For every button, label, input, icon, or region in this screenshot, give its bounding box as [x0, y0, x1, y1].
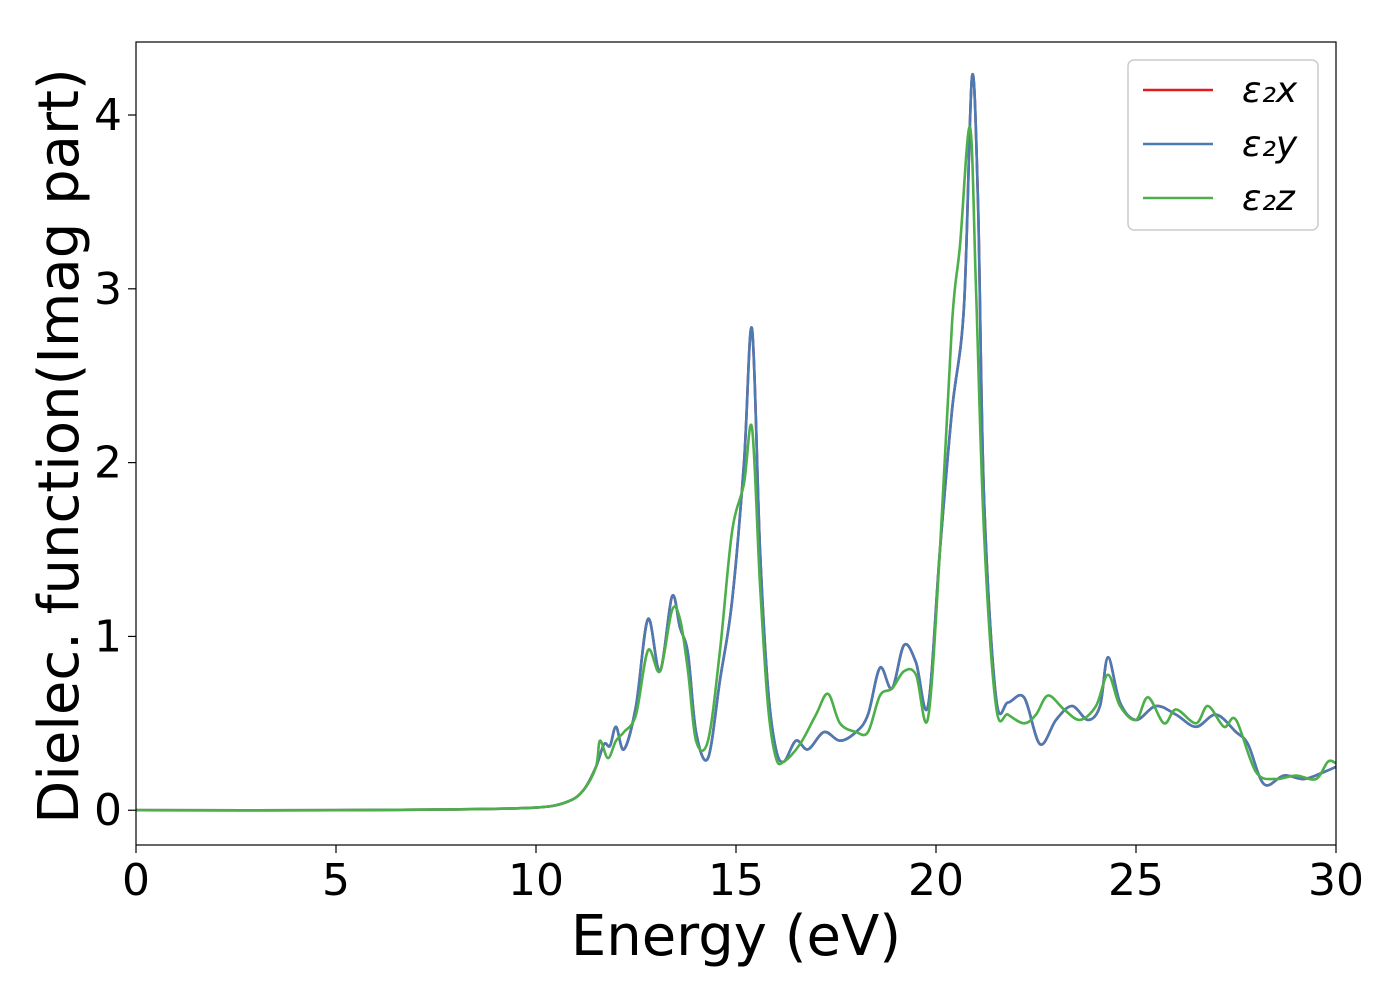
y-tick-label: 3 — [94, 264, 122, 315]
legend-label-3: ε₂z — [1242, 178, 1296, 219]
series-line-3 — [136, 125, 1336, 812]
series-line-2 — [136, 73, 1336, 812]
y-axis-title: Dielec. function(Imag part) — [27, 68, 92, 824]
legend-label-1: ε₂x — [1242, 70, 1298, 111]
x-axis: 0 5 10 15 20 25 30 — [122, 845, 1364, 906]
x-tick-label: 30 — [1308, 855, 1364, 906]
series-layer — [136, 73, 1336, 812]
legend-box — [1127, 59, 1319, 231]
x-tick-label: 25 — [1108, 855, 1164, 906]
y-axis: 0 1 2 3 4 — [94, 90, 136, 836]
y-tick-label: 4 — [94, 90, 122, 141]
x-tick-label: 20 — [908, 855, 964, 906]
y-tick-label: 0 — [94, 785, 122, 836]
y-tick-label: 2 — [94, 438, 122, 489]
x-tick-label: 15 — [708, 855, 764, 906]
x-tick-label: 5 — [322, 855, 350, 906]
y-tick-label: 1 — [94, 611, 122, 662]
x-tick-label: 10 — [508, 855, 564, 906]
x-tick-label: 0 — [122, 855, 150, 906]
legend: ε₂x ε₂y ε₂z — [1127, 59, 1319, 231]
legend-label-2: ε₂y — [1242, 124, 1298, 165]
x-axis-title: Energy (eV) — [571, 904, 901, 969]
